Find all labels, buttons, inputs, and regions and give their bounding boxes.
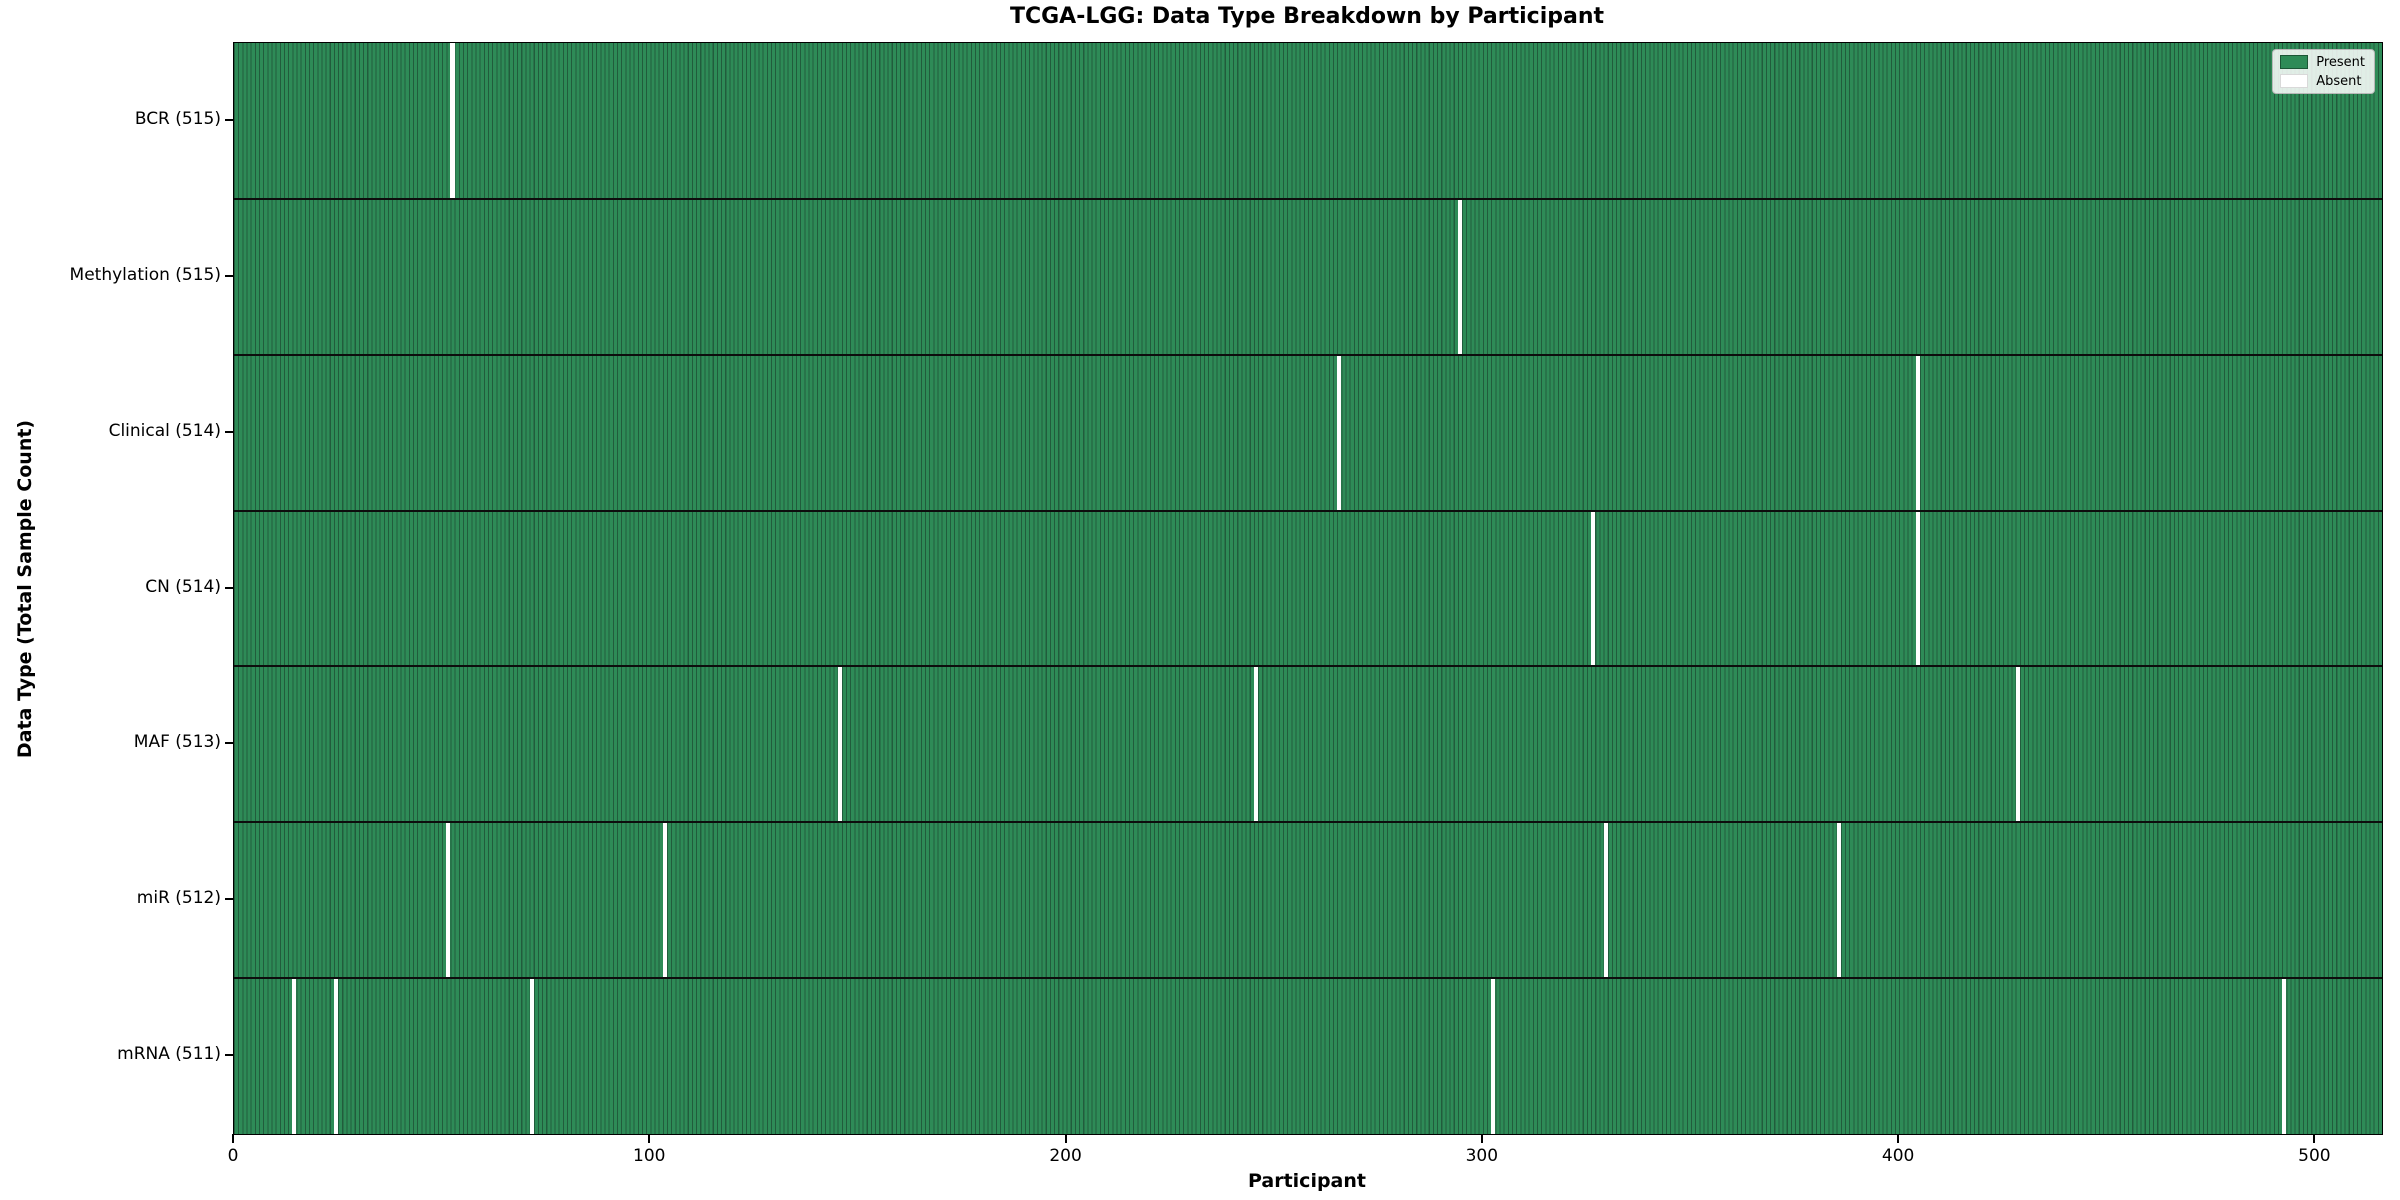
absent-gap: [1491, 978, 1496, 1134]
heatmap-rows: [234, 43, 2382, 1134]
chart-title: TCGA-LGG: Data Type Breakdown by Partici…: [1009, 4, 1605, 29]
y-tick-mark: [225, 118, 233, 121]
data-row-Methylation: [234, 198, 2382, 355]
absent-gap: [450, 43, 455, 199]
absent-gap: [2282, 978, 2287, 1134]
data-row-BCR: [234, 43, 2382, 199]
x-tick-mark: [1480, 1134, 1483, 1143]
absent-gap: [2015, 666, 2020, 823]
x-tick-label-500: 500: [2298, 1146, 2331, 1166]
x-tick-label-300: 300: [1465, 1146, 1499, 1166]
absent-gap: [1457, 198, 1463, 355]
y-tick-label-CN: CN (514): [145, 576, 221, 597]
absent-gap: [333, 978, 339, 1134]
x-tick-mark: [2313, 1134, 2316, 1143]
legend-entry-present: Present: [2280, 55, 2365, 69]
legend: Present Absent: [2272, 49, 2375, 94]
absent-gap: [837, 666, 842, 823]
y-tick-label-Methylation: Methylation (515): [69, 264, 221, 285]
legend-present-swatch-icon: [2280, 55, 2309, 69]
data-row-Clinical: [234, 354, 2382, 511]
absent-gap: [1836, 822, 1841, 979]
y-tick-mark: [225, 898, 233, 901]
x-tick-label-200: 200: [1049, 1146, 1082, 1166]
absent-gap: [1337, 354, 1342, 511]
y-tick-mark: [225, 742, 233, 745]
row-separator: [234, 197, 2382, 200]
legend-present-label: Present: [2316, 54, 2365, 70]
legend-absent-label: Absent: [2316, 73, 2362, 89]
data-row-CN: [234, 510, 2382, 667]
data-row-mRNA: [234, 978, 2382, 1134]
plot-area: Present Absent: [233, 42, 2383, 1135]
x-tick-label-100: 100: [633, 1146, 666, 1166]
row-separator: [234, 821, 2382, 824]
y-tick-label-mRNA: mRNA (511): [117, 1044, 221, 1065]
x-tick-label-0: 0: [227, 1146, 239, 1166]
x-tick-mark: [1064, 1134, 1067, 1143]
absent-gap: [1253, 666, 1259, 823]
row-separator: [234, 509, 2382, 512]
absent-gap: [529, 978, 534, 1134]
x-tick-mark: [1897, 1134, 1900, 1143]
legend-absent-swatch-icon: [2280, 74, 2309, 88]
y-tick-label-Clinical: Clinical (514): [108, 420, 221, 441]
x-tick-mark: [232, 1134, 234, 1143]
x-tick-label-400: 400: [1881, 1146, 1915, 1166]
data-row-miR: [234, 822, 2382, 979]
row-separator: [234, 353, 2382, 356]
absent-gap: [292, 978, 297, 1134]
row-separator: [234, 977, 2382, 980]
data-row-MAF: [234, 666, 2382, 823]
y-tick-label-MAF: MAF (513): [133, 732, 221, 753]
y-tick-mark: [225, 1054, 233, 1057]
y-tick-label-miR: miR (512): [136, 888, 221, 909]
x-tick-mark: [648, 1134, 651, 1143]
legend-entry-absent: Absent: [2280, 74, 2365, 88]
y-tick-mark: [225, 586, 233, 589]
x-axis-label: Participant: [1247, 1170, 1366, 1192]
y-tick-label-BCR: BCR (515): [134, 108, 221, 129]
absent-gap: [446, 822, 451, 979]
row-separator: [234, 665, 2382, 668]
y-tick-mark: [225, 274, 233, 277]
absent-gap: [1591, 510, 1596, 667]
y-tick-mark: [225, 430, 233, 433]
absent-gap: [1915, 354, 1920, 511]
absent-gap: [662, 822, 667, 979]
absent-gap: [1603, 822, 1608, 979]
absent-gap: [1915, 510, 1920, 667]
